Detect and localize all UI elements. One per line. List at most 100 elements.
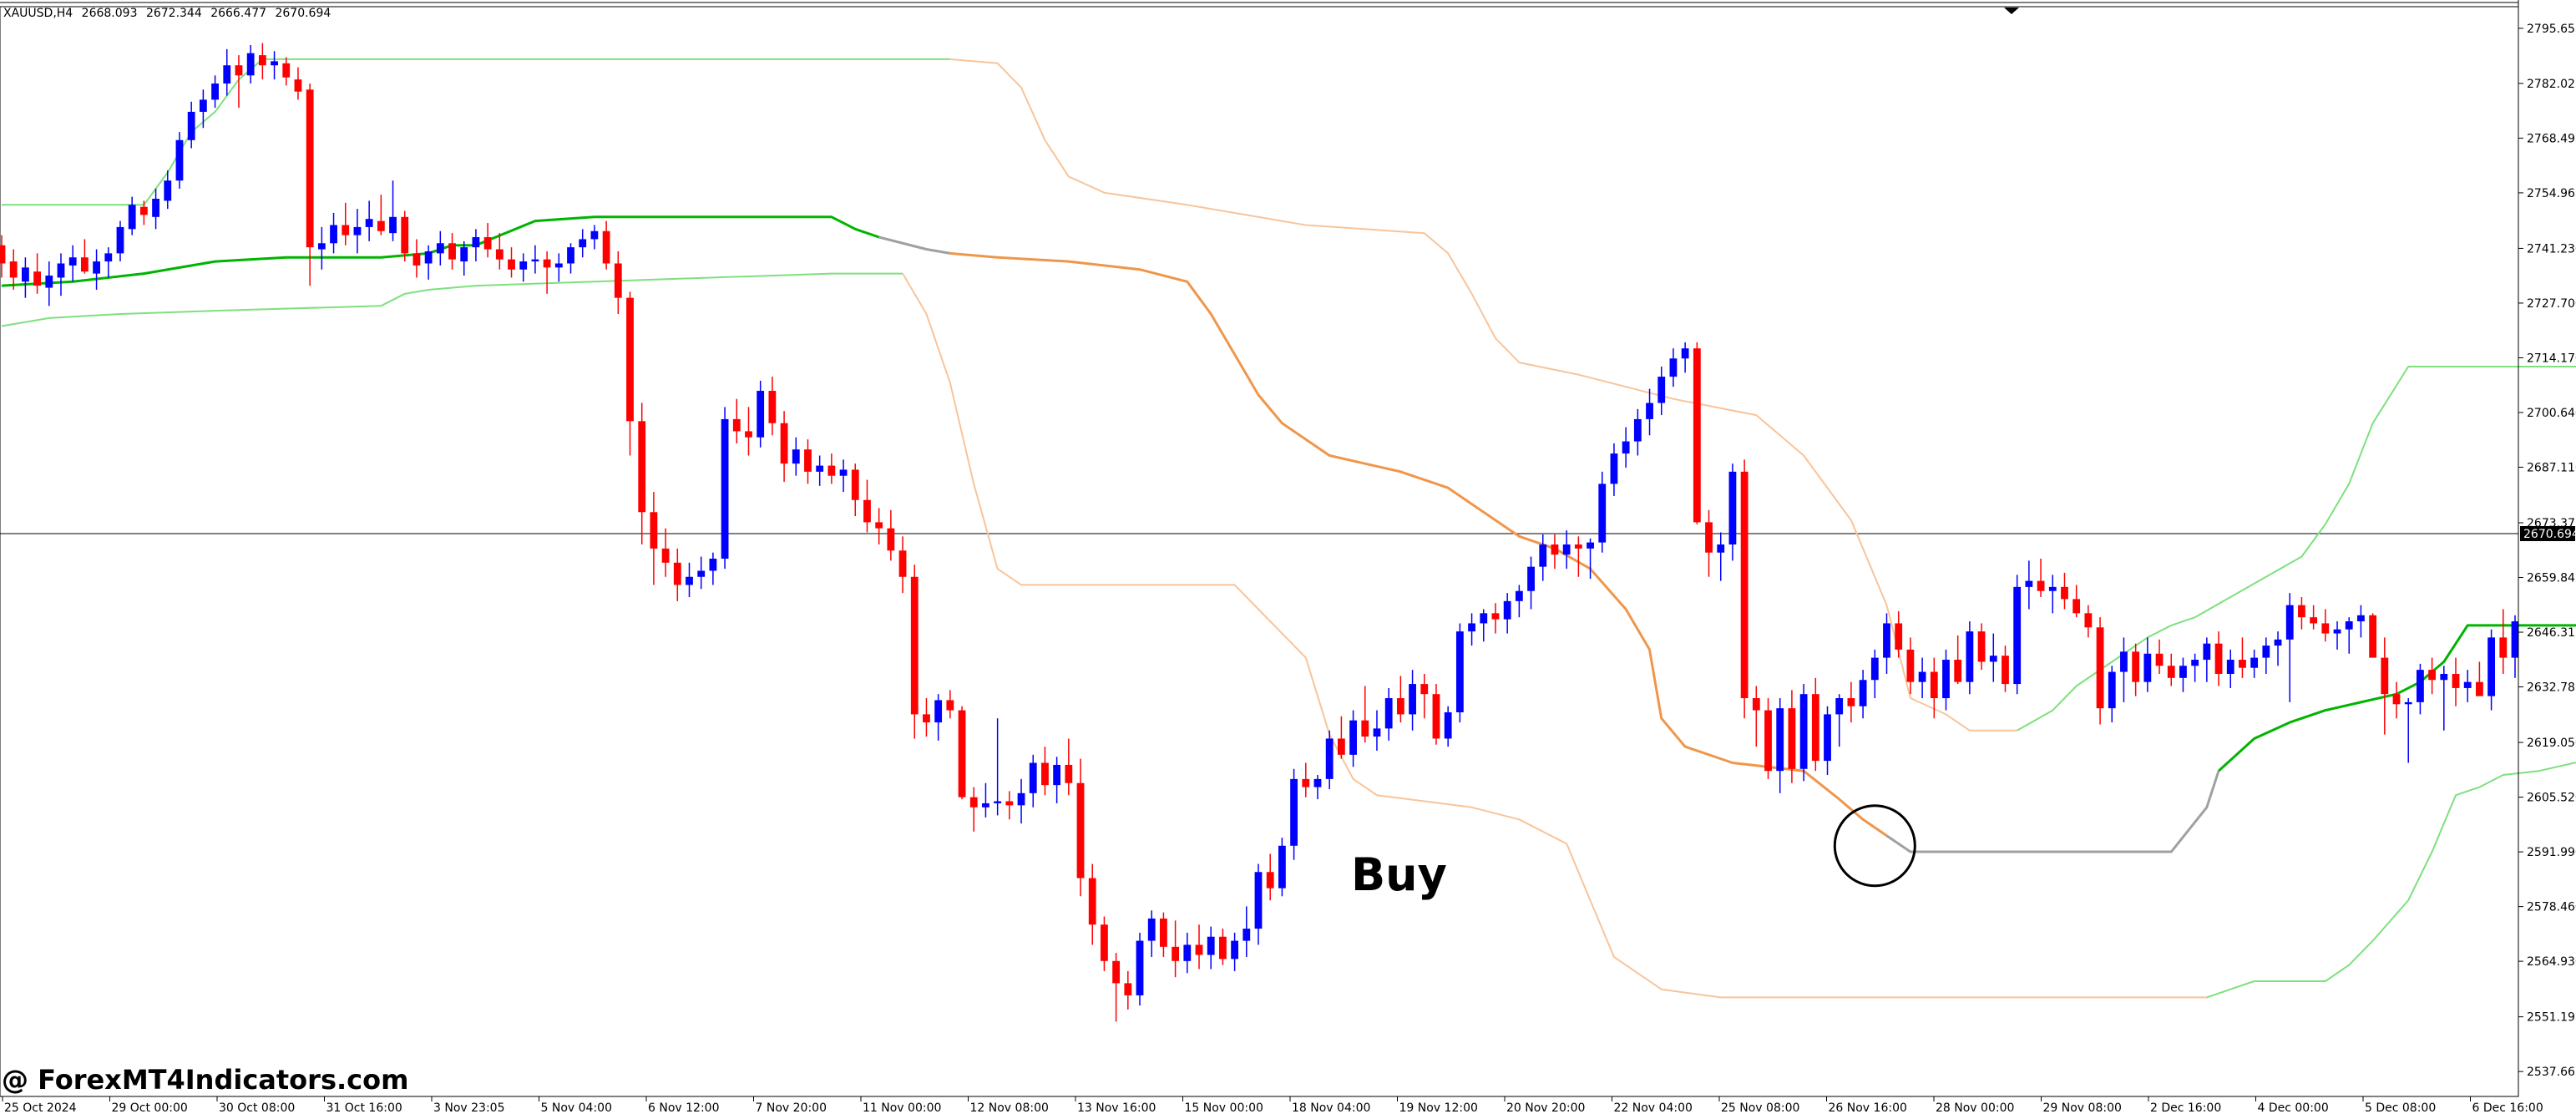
candle — [1432, 684, 1440, 745]
candle-body — [1622, 441, 1630, 454]
time-tick-label: 31 Oct 16:00 — [326, 1101, 402, 1115]
candle — [1918, 657, 1926, 699]
candle-body — [2108, 671, 2116, 709]
chart-frame — [0, 2, 2519, 1097]
candle-body — [1681, 348, 1689, 359]
candle — [152, 188, 159, 230]
candle-body — [2321, 623, 2330, 634]
candle-body — [377, 220, 385, 231]
plot-frame — [0, 6, 2519, 1097]
candle-body — [661, 548, 670, 563]
time-tick-label: 25 Oct 2024 — [4, 1101, 77, 1115]
candle-body — [0, 245, 6, 264]
candle — [1337, 716, 1345, 759]
buy-annotation-label: Buy — [1351, 848, 1447, 901]
candle-body — [1147, 918, 1156, 941]
candle — [2132, 643, 2140, 696]
candle-body — [851, 469, 859, 500]
candle-body — [294, 79, 302, 92]
candle-body — [1918, 671, 1926, 682]
candle-body — [9, 261, 18, 278]
candle-body — [745, 431, 752, 438]
candle-body — [1811, 694, 1819, 762]
candle-body — [994, 801, 1002, 803]
candle — [2262, 637, 2270, 674]
candle — [1088, 863, 1096, 945]
candle — [21, 257, 29, 298]
candle — [2013, 575, 2022, 695]
candle-body — [424, 251, 433, 264]
candle — [638, 403, 646, 545]
price-tick-label: 2619.050 — [2527, 737, 2576, 750]
candle-body — [21, 267, 29, 282]
time-tick-label: 4 Dec 00:00 — [2258, 1101, 2329, 1115]
candle — [1076, 758, 1085, 897]
candle — [1195, 924, 1203, 970]
candle — [732, 398, 741, 443]
candle — [211, 75, 219, 109]
candle — [235, 55, 243, 109]
candle — [1633, 408, 1642, 456]
candle — [946, 690, 954, 719]
candle — [519, 253, 528, 282]
candle-body — [164, 180, 172, 201]
candle — [2120, 637, 2128, 702]
candle-body — [472, 237, 480, 248]
candle-body — [1278, 845, 1286, 889]
candle — [139, 200, 148, 225]
candle-body — [2333, 629, 2341, 634]
candle — [1420, 673, 1429, 719]
candle — [330, 212, 337, 254]
candle-body — [187, 111, 195, 140]
candle-body — [898, 550, 907, 577]
candle-body — [543, 259, 551, 268]
candle-body — [792, 449, 800, 464]
candle — [994, 718, 1002, 816]
time-tick-label: 26 Nov 16:00 — [1829, 1101, 1907, 1115]
current-price-tag — [2520, 525, 2575, 541]
candle — [2037, 558, 2045, 597]
candle — [590, 225, 599, 250]
candle-body — [923, 714, 930, 723]
candle — [2333, 621, 2341, 650]
candle — [626, 291, 634, 456]
candle-body — [1041, 762, 1049, 786]
candle-body — [686, 576, 693, 585]
candle — [898, 536, 907, 594]
candle — [2214, 631, 2223, 686]
candle-body — [2120, 651, 2128, 672]
candle — [2321, 609, 2330, 642]
candle — [1527, 556, 1535, 610]
candle-body — [614, 263, 622, 298]
candle-body — [1468, 623, 1475, 632]
ohlc-low: 2666.477 — [210, 7, 267, 20]
candle — [1681, 342, 1689, 373]
indicator-lines — [1, 58, 2576, 999]
candle-body — [246, 53, 255, 76]
candle-body — [2285, 605, 2294, 640]
candle — [258, 43, 266, 80]
candle-body — [638, 421, 646, 513]
candle — [2191, 653, 2199, 682]
candle — [306, 84, 314, 286]
candle — [2428, 657, 2437, 695]
candle-body — [1859, 680, 1867, 706]
candle — [2381, 637, 2389, 735]
candle — [389, 180, 397, 241]
candle-body — [816, 465, 824, 472]
candle — [1384, 687, 1393, 741]
candle-body — [1361, 720, 1369, 737]
candle-body — [2061, 586, 2068, 600]
candle-body — [2072, 599, 2081, 614]
candle — [2345, 617, 2353, 654]
candle-body — [1847, 698, 1855, 706]
candle — [365, 200, 373, 241]
candle — [1859, 670, 1867, 719]
price-tick-label: 2687.110 — [2527, 461, 2576, 474]
lower_outer-segment-0 — [1, 272, 903, 327]
candle-body — [531, 259, 539, 262]
candle — [2440, 666, 2448, 731]
candle-body — [839, 469, 848, 476]
